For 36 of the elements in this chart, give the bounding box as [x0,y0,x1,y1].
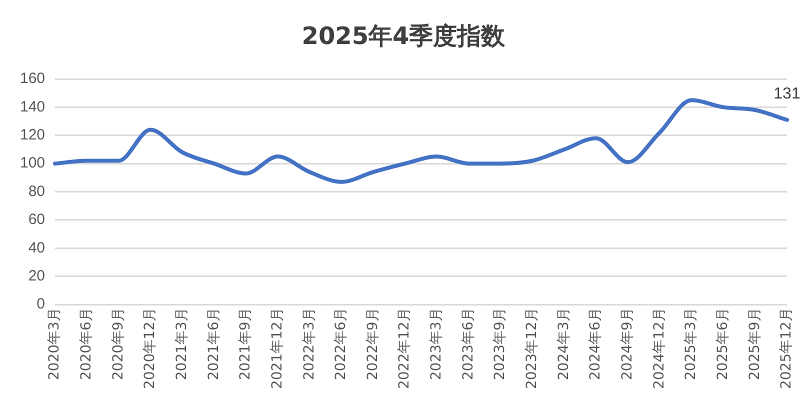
y-tick-label: 40 [28,239,46,256]
x-tick-label: 2022年9月 [364,308,381,380]
x-tick-label: 2024年12月 [651,308,668,390]
x-tick-label: 2021年12月 [269,308,286,390]
x-tick-label: 2025年6月 [714,308,731,380]
x-tick-label: 2022年3月 [301,308,318,380]
data-label: 131 [774,85,800,102]
x-tick-label: 2021年6月 [206,308,222,380]
line-series [53,98,789,184]
x-tick-label: 2024年3月 [556,308,572,380]
x-tick-label: 2023年9月 [492,308,508,380]
x-tick-label: 2020年6月 [78,308,94,380]
y-tick-label: 140 [20,98,46,116]
x-tick-label: 2023年6月 [460,308,476,380]
x-tick-label: 2023年3月 [428,308,445,380]
x-tick-label: 2022年6月 [333,308,350,380]
x-tick-label: 2023年12月 [524,308,540,390]
y-tick-label: 160 [20,70,46,88]
x-tick-label: 2021年9月 [238,308,254,380]
y-tick-label: 60 [28,211,46,228]
x-tick-label: 2020年3月 [46,308,63,380]
y-tick-label: 120 [20,126,46,144]
x-tick-label: 2022年12月 [396,308,413,390]
x-tick-label: 2024年9月 [620,308,636,380]
y-tick-label: 20 [28,268,46,285]
x-tick-label: 2024年6月 [588,308,604,380]
x-tick-label: 2020年12月 [142,308,158,390]
x-tick-label: 2025年3月 [683,308,700,380]
x-tick-label: 2021年3月 [174,308,190,380]
y-tick-label: 0 [36,296,46,313]
x-tick-label: 2020年9月 [110,308,126,380]
y-tick-label: 80 [28,182,46,200]
y-tick-label: 100 [20,154,46,172]
chart-title: 2025年4季度指数 [300,21,506,52]
x-tick-label: 2025年12月 [778,308,795,390]
x-tick-label: 2025年9月 [746,308,763,380]
